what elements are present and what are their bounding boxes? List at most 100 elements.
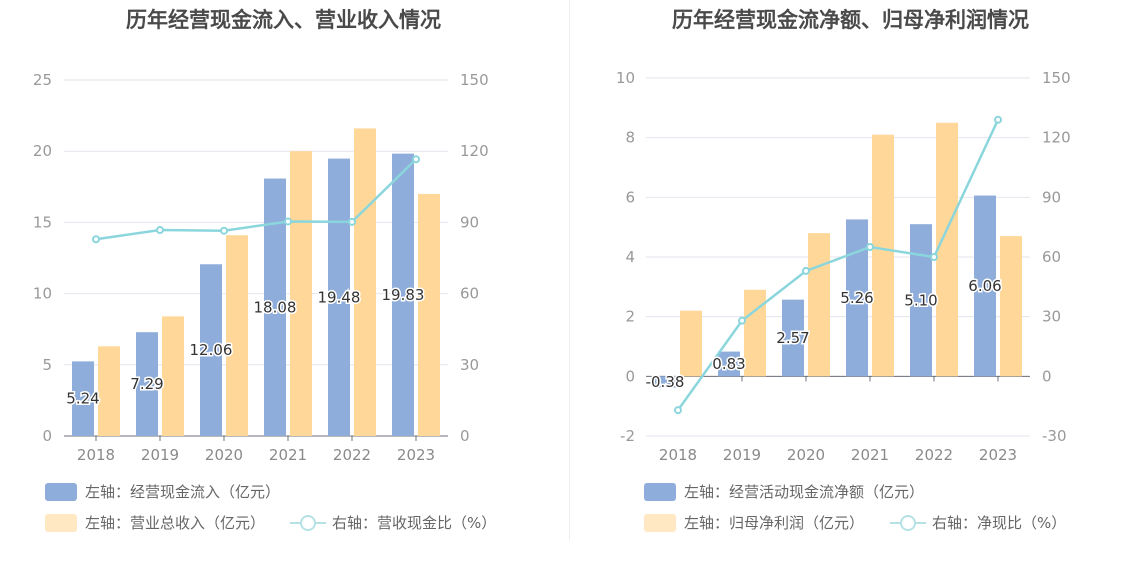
line-point xyxy=(348,217,356,226)
y-axis-tick-label-left: 2 xyxy=(625,308,635,326)
chart-title: 历年经营现金流净额、归母净利润情况 xyxy=(672,8,1029,32)
data-label: -0.38 xyxy=(646,373,685,391)
x-axis-tick-label: 2019 xyxy=(141,446,179,464)
legend-label: 左轴：经营活动现金流净额（亿元） xyxy=(684,483,925,501)
bar-series2 xyxy=(808,233,830,377)
line-point xyxy=(156,225,164,234)
bar-series2 xyxy=(680,310,702,377)
bar-series1 xyxy=(974,195,996,377)
line-point xyxy=(284,217,292,226)
x-axis-tick-label: 2019 xyxy=(723,446,761,464)
x-axis-tick-label: 2018 xyxy=(77,446,115,464)
y-axis-tick-label-right: 150 xyxy=(1042,69,1071,87)
panel-divider xyxy=(569,0,570,540)
y-axis-tick-label-right: 30 xyxy=(460,356,479,374)
x-axis-tick-label: 2022 xyxy=(915,446,953,464)
bar-series2 xyxy=(226,235,248,436)
y-axis-tick-label-left: 8 xyxy=(625,129,635,147)
legend-item-bar1[interactable]: 左轴：经营活动现金流净额（亿元） xyxy=(644,481,924,502)
legend-label: 左轴：营业总收入（亿元） xyxy=(85,514,266,532)
legend-item-bar1[interactable]: 左轴：经营现金流入（亿元） xyxy=(45,481,280,502)
y-axis-tick-label-right: 120 xyxy=(460,142,489,160)
chart-panel-right: 历年经营现金流净额、归母净利润情况 -2 0 2 4 6 8 10 -30 0 30 60 90 120… xyxy=(567,0,1134,582)
bar-series2 xyxy=(162,316,184,436)
legend-line-icon xyxy=(890,514,926,531)
y-axis-tick-label-left: 0 xyxy=(42,427,52,445)
line-series xyxy=(676,119,1000,411)
y-axis-tick-label-left: 25 xyxy=(33,71,52,89)
legend-item-bar2[interactable]: 左轴：营业总收入（亿元） xyxy=(45,512,265,533)
bar-series1 xyxy=(846,219,868,377)
data-label: 2.57 xyxy=(776,329,809,347)
x-axis-tick-label: 2021 xyxy=(269,446,307,464)
line-point xyxy=(738,316,746,325)
x-axis-tick-label: 2023 xyxy=(979,446,1017,464)
y-axis-tick-label-left: 5 xyxy=(42,356,52,374)
legend-item-bar2[interactable]: 左轴：归母净利润（亿元） xyxy=(644,512,864,533)
y-axis-tick-label-left: 20 xyxy=(33,142,52,160)
chart-plot-left: 0 5 10 15 20 25 0 30 60 90 120 150 2018 2019 2020 2021 2… xyxy=(33,71,489,464)
y-axis-tick-label-right: -30 xyxy=(1042,427,1067,445)
y-axis-tick-label-left: -2 xyxy=(620,427,635,445)
chart-title: 历年经营现金流入、营业收入情况 xyxy=(126,8,441,32)
data-label: 6.06 xyxy=(968,277,1001,295)
y-axis-tick-label-right: 120 xyxy=(1042,129,1071,147)
bar-series2 xyxy=(872,134,894,377)
y-axis-tick-label-right: 30 xyxy=(1042,308,1061,326)
y-axis-tick-label-left: 6 xyxy=(625,188,635,206)
legend-swatch-icon xyxy=(45,513,77,532)
y-axis-tick-label-right: 90 xyxy=(460,213,479,231)
legend-swatch-icon xyxy=(644,513,676,532)
x-axis-tick-label: 2020 xyxy=(787,446,825,464)
line-series xyxy=(95,158,417,241)
line-point xyxy=(866,243,874,252)
y-axis-tick-label-left: 15 xyxy=(33,213,52,231)
bar-series1 xyxy=(136,332,158,436)
bar-series2 xyxy=(744,289,766,377)
legend-item-line[interactable]: 右轴：净现比（%） xyxy=(890,512,1066,533)
chart-plot-right: -2 0 2 4 6 8 10 -30 0 30 60 90 120 150 2018 2019 2020 202… xyxy=(616,69,1071,464)
bar-series1 xyxy=(72,361,94,436)
legend-line-icon xyxy=(290,514,326,531)
data-label: 12.06 xyxy=(190,341,233,359)
legend-label: 右轴：净现比（%） xyxy=(932,514,1067,532)
bar-series1 xyxy=(782,299,804,377)
data-label: 18.08 xyxy=(254,298,297,316)
bar-series2 xyxy=(418,193,440,436)
line-point xyxy=(802,266,810,275)
line-point xyxy=(994,115,1002,124)
bar-series1 xyxy=(264,178,286,436)
line-point xyxy=(412,155,420,164)
legend-swatch-icon xyxy=(644,482,676,501)
y-axis-tick-label-left: 10 xyxy=(616,69,635,87)
x-axis-tick-label: 2021 xyxy=(851,446,889,464)
legend-label: 左轴：归母净利润（亿元） xyxy=(684,514,865,532)
legend-swatch-icon xyxy=(45,482,77,501)
y-axis-tick-label-left: 4 xyxy=(625,248,635,266)
data-label: 19.48 xyxy=(318,288,361,306)
bar-series2 xyxy=(1000,236,1022,377)
data-label: 19.83 xyxy=(382,286,425,304)
y-axis-tick-label-right: 60 xyxy=(460,285,479,303)
bar-series1 xyxy=(200,264,222,436)
data-label: 5.24 xyxy=(66,390,99,408)
y-axis-tick-label-right: 0 xyxy=(1042,367,1052,385)
bar-series2 xyxy=(936,122,958,377)
legend-label: 右轴：营收现金比（%） xyxy=(332,514,497,532)
y-axis-tick-label-right: 0 xyxy=(460,427,470,445)
data-label: 5.26 xyxy=(840,289,873,307)
bar-series2 xyxy=(354,128,376,436)
bar-series1 xyxy=(910,224,932,377)
y-axis-tick-label-left: 10 xyxy=(33,285,52,303)
bar-series2 xyxy=(290,151,312,436)
legend-item-line[interactable]: 右轴：营收现金比（%） xyxy=(290,512,496,533)
x-axis-tick-label: 2020 xyxy=(205,446,243,464)
y-axis-tick-label-right: 60 xyxy=(1042,248,1061,266)
y-axis-tick-label-right: 150 xyxy=(460,71,489,89)
data-label: 0.83 xyxy=(712,355,745,373)
chart-panel-left: 历年经营现金流入、营业收入情况 0 5 10 15 20 25 0 30 60 90 120 150 2… xyxy=(33,8,496,533)
bar-series1 xyxy=(718,351,740,377)
data-label: 7.29 xyxy=(130,375,163,393)
x-axis-tick-label: 2023 xyxy=(397,446,435,464)
y-axis-tick-label-right: 90 xyxy=(1042,188,1061,206)
